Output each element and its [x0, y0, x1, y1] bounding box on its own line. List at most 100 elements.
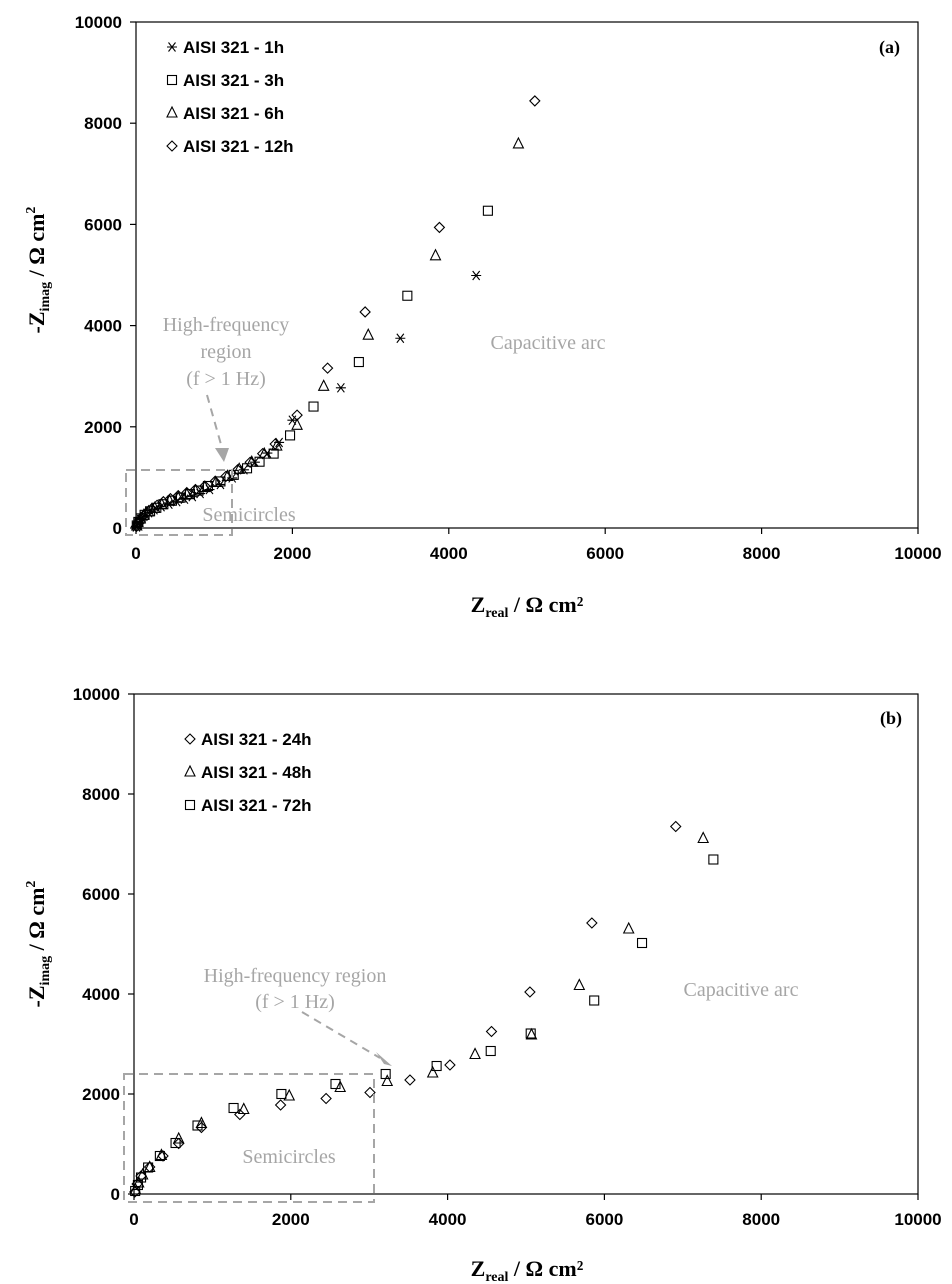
- data-point: [524, 986, 536, 998]
- data-point: [195, 1121, 208, 1134]
- data-point: [130, 1185, 141, 1197]
- data-point: [431, 1060, 442, 1072]
- data-point: [283, 1088, 296, 1101]
- data-point: [209, 475, 222, 488]
- panel-b: 0 2000 4000 6000 8000 10000 0 2000 4000 6000 8000 1…: [24, 685, 942, 1284]
- data-point: [172, 490, 185, 503]
- data-point: [285, 430, 296, 441]
- data-point: [287, 415, 298, 426]
- plot-frame-a: [135, 21, 919, 529]
- series-triangle: [129, 831, 710, 1195]
- data-point: [180, 487, 193, 500]
- data-point: [404, 1074, 416, 1086]
- series-square: [130, 854, 719, 1197]
- y-tick-label: 8000: [84, 114, 122, 133]
- data-point: [512, 136, 525, 149]
- legend-marker: [184, 799, 196, 811]
- x-tick-label: 2000: [272, 1210, 310, 1229]
- data-point: [697, 831, 710, 844]
- legend-marker: [184, 764, 196, 777]
- annot-high-frequency-a-line1: High-frequency: [163, 314, 290, 336]
- arrow-head-a: [215, 448, 229, 462]
- data-point: [334, 1080, 347, 1093]
- data-point: [137, 510, 149, 522]
- data-point: [143, 1162, 154, 1173]
- legend-entry: AISI 321 - 72h: [201, 796, 312, 815]
- arrow-a: [206, 394, 223, 449]
- legend-entry: AISI 321 - 24h: [201, 730, 312, 749]
- data-point: [237, 1102, 250, 1115]
- data-point: [426, 1065, 439, 1078]
- data-point: [402, 290, 413, 301]
- data-point: [170, 1137, 181, 1149]
- data-point: [129, 1186, 141, 1198]
- x-tick-label: 6000: [586, 544, 624, 563]
- y-axis-label-a: -Zimag / Ω cm2: [24, 207, 53, 334]
- data-point: [529, 95, 541, 107]
- data-point: [471, 270, 482, 281]
- series-diamond: [130, 95, 541, 533]
- legend-marker: [167, 42, 177, 52]
- legend-entry: AISI 321 - 12h: [183, 137, 294, 156]
- x-axis-label-b: Zreal / Ω cm²: [471, 1256, 584, 1284]
- panel-a: 0 2000 4000 6000 8000 10000 0 2000 4000 6000 8000 1…: [24, 13, 942, 621]
- data-point: [141, 506, 153, 519]
- data-point: [444, 1059, 456, 1071]
- data-point: [485, 1045, 496, 1057]
- data-point: [669, 820, 682, 833]
- arrow-head-b: [376, 1052, 392, 1066]
- data-point: [195, 1116, 208, 1129]
- legend-entry: AISI 321 - 6h: [183, 104, 284, 123]
- data-point: [708, 854, 719, 865]
- data-point: [231, 464, 244, 476]
- data-point: [353, 356, 364, 368]
- data-point: [220, 470, 232, 483]
- marks-b: [129, 820, 719, 1198]
- annot-capacitive-a: Capacitive arc: [491, 332, 606, 354]
- annot-high-frequency-b-line1: High-frequency region: [204, 965, 387, 987]
- y-axis-label-b: -Zimag / Ω cm2: [24, 881, 53, 1008]
- y-tick-label: 4000: [82, 985, 120, 1004]
- x-tick-label: 10000: [894, 544, 941, 563]
- arrow-b: [301, 1011, 381, 1059]
- data-point: [154, 1150, 165, 1162]
- x-tick-label: 8000: [742, 1210, 780, 1229]
- data-point: [256, 447, 269, 460]
- annot-capacitive-b: Capacitive arc: [684, 979, 799, 1001]
- annot-high-frequency-a-line3: (f > 1 Hz): [186, 368, 266, 390]
- panel-label-b: (b): [880, 708, 902, 729]
- x-tick-label: 8000: [743, 544, 781, 563]
- y-tick-label: 6000: [84, 215, 122, 234]
- data-point: [525, 1028, 536, 1039]
- annot-semicircles-a: Semicircles: [202, 504, 296, 526]
- data-point: [268, 448, 279, 459]
- data-point: [136, 1172, 147, 1183]
- plot-frame-b: [133, 693, 919, 1195]
- legend-marker: [166, 105, 178, 118]
- data-point: [381, 1074, 394, 1087]
- x-tick-label: 0: [129, 1210, 138, 1229]
- legend-entry: AISI 321 - 3h: [183, 71, 284, 90]
- y-tick-label: 8000: [82, 785, 120, 804]
- annot-high-frequency-b-line2: (f > 1 Hz): [255, 991, 335, 1013]
- data-point: [291, 418, 303, 430]
- legend-b: AISI 321 - 24h AISI 321 - 48h AISI 321 - 7…: [184, 730, 312, 815]
- data-point: [469, 1047, 481, 1060]
- data-point: [321, 362, 334, 374]
- data-point: [395, 333, 406, 344]
- data-point: [274, 1099, 287, 1111]
- data-point: [189, 483, 202, 496]
- legend-entry: AISI 321 - 1h: [183, 38, 284, 57]
- y-tick-label: 10000: [75, 13, 122, 32]
- x-tick-label: 4000: [429, 1210, 467, 1229]
- y-tick-label: 6000: [82, 885, 120, 904]
- data-point: [482, 205, 493, 216]
- data-point: [172, 1137, 185, 1150]
- legend-marker: [166, 140, 178, 152]
- y-tick-label: 4000: [84, 317, 122, 336]
- data-point: [573, 978, 586, 991]
- data-point: [433, 221, 446, 234]
- data-point: [362, 327, 375, 340]
- x-tick-label: 2000: [273, 544, 311, 563]
